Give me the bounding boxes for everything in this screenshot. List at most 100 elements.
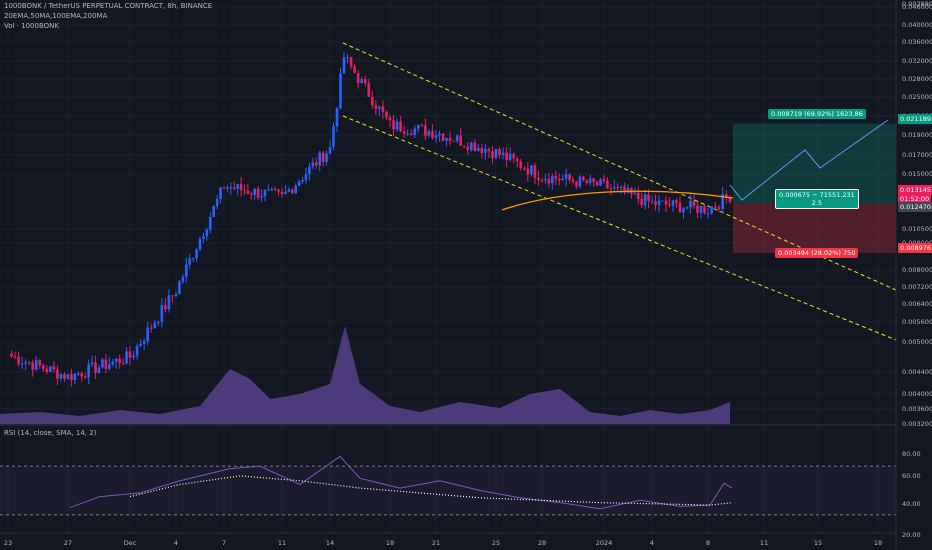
candle-body [564,174,568,179]
stop-zone [733,203,896,253]
risk-reward-label: 0.000675 − 71551.231 2.5 [775,189,859,209]
time-tick-label: 18 [873,539,883,547]
candle-body [294,185,298,194]
candle-body [198,238,202,250]
candle-body [66,374,70,379]
candle-body [650,201,654,203]
candle-body [623,186,626,193]
candle-body [519,161,523,169]
rsi-line [69,455,733,510]
candle-body [452,140,455,142]
candle-body [132,355,135,358]
candle-body [246,190,250,194]
candle-body [588,178,592,184]
candle-body [94,362,97,373]
candle-body [508,153,512,161]
candle-body [692,200,696,206]
time-tick-label: 4 [649,539,655,547]
candle-body [530,165,533,175]
candle-body [188,258,192,265]
target-price-tag: 0.021189 [898,114,932,124]
candle-body [696,205,699,213]
time-tick-label: 23 [3,539,13,547]
candle-body [505,152,508,161]
candle-body [484,149,487,154]
candle-body [87,364,90,378]
ema-legend[interactable]: 20EMA,50MA,100EMA,200MA [4,12,108,20]
price-tick-label: 0.003200 [902,420,932,428]
projection-line [729,119,889,201]
candlestick-series [10,52,732,387]
candle-body [385,111,388,118]
time-tick-label: 8 [705,539,711,547]
candle-body [20,363,24,365]
candle-body [595,181,599,186]
candle-body [63,373,66,379]
candle-body [498,149,501,155]
candle-body [721,194,724,210]
candle-body [459,135,463,146]
candle-body [636,192,640,200]
candle-body [668,204,671,206]
candle-body [17,356,20,365]
price-tick-label: 0.005600 [902,318,932,326]
candle-body [24,362,27,364]
candle-body [409,133,413,136]
candle-body [301,180,304,182]
time-tick-label: 27 [63,539,73,547]
candle-body [114,358,118,362]
candle-body [249,193,253,195]
candle-body [544,178,547,180]
candle-body [167,295,171,310]
volume-legend[interactable]: Vol · 1000BONK [4,22,59,30]
candle-body [80,373,84,377]
candle-body [582,176,585,181]
candle-body [121,363,125,365]
candle-body [664,200,668,205]
candle-body [523,168,526,170]
symbol-legend[interactable]: 1000BONK / TetherUS PERPETUAL CONTRACT, … [4,2,213,10]
candle-body [77,373,80,375]
candle-body [128,351,132,358]
projection-path[interactable] [729,119,889,201]
candle-body [554,176,558,179]
candle-body [551,176,554,184]
price-tick-label: 0.017000 [902,151,932,159]
candle-body [215,198,219,206]
candle-body [205,229,209,237]
price-tick-label: 0.046000 [902,3,932,11]
price-tick-label: 0.025000 [902,93,932,101]
time-tick-label: 2024 [595,539,613,547]
channel-lower [342,115,897,341]
candle-body [314,162,318,166]
candle-body [717,207,721,210]
candle-body [469,142,473,150]
candle-body [487,149,491,152]
target-label: 0.008719 (69.92%) 1623.86 [768,109,866,119]
candle-body [675,200,678,203]
candle-body [626,188,630,193]
time-tick-label: 18 [385,539,395,547]
price-tick-label: 0.005000 [902,338,932,346]
candle-body [97,367,101,373]
candle-body [592,178,595,182]
candle-body [157,321,160,324]
time-tick-label: 15 [813,539,823,547]
candle-body [335,108,339,127]
candle-body [431,131,434,138]
candle-body [612,186,616,189]
candle-body [413,128,417,136]
candle-body [342,57,346,74]
candle-body [561,178,564,181]
candle-body [424,125,427,136]
rsi-legend[interactable]: RSI (14, close, SMA, 14, 2) [4,429,97,437]
candle-body [270,188,274,190]
candle-body [325,153,328,163]
time-tick-label: Dec [123,539,137,547]
candle-body [557,178,561,181]
price-tick-label: 0.003600 [902,405,932,413]
rsi-tick-label: 40.00 [902,500,921,508]
candle-body [208,217,212,230]
candle-body [41,365,45,369]
